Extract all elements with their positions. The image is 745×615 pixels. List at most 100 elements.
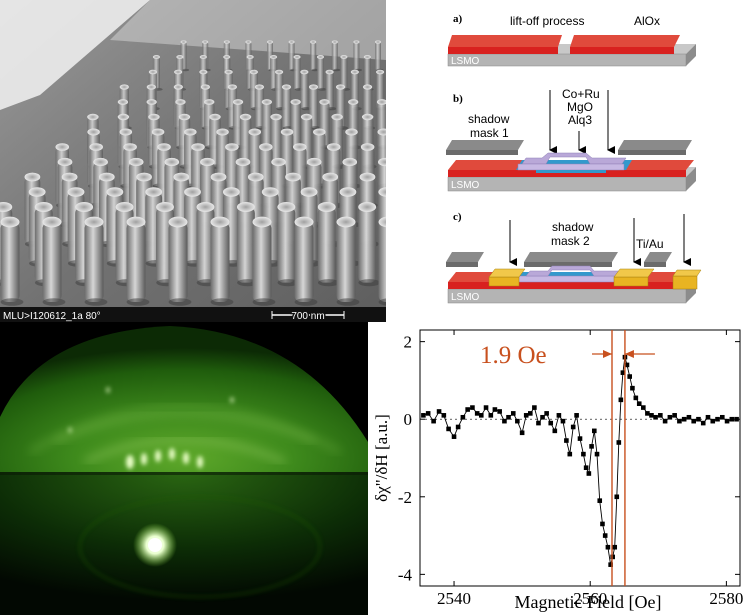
y-axis-label: δχ"/δH [a.u.]: [372, 414, 391, 502]
data-point: [612, 544, 618, 550]
pillar: [317, 207, 336, 283]
pillar: [236, 207, 255, 283]
pillar: [331, 42, 338, 70]
data-point: [574, 413, 579, 418]
data-point: [492, 407, 498, 412]
data-point: [519, 430, 525, 436]
pillar: [358, 207, 377, 283]
fmr-chart-panel: 2540 2560 2580 -4 -2 0 2 Magnetic Field [Oe] δ…: [368, 322, 745, 615]
data-point: [497, 409, 502, 414]
data-point: [523, 413, 529, 418]
data-point: [532, 405, 537, 410]
data-point: [591, 428, 597, 434]
pillar: [248, 132, 262, 186]
data-point: [536, 420, 541, 426]
step-c-label-mask2: mask 2: [551, 234, 590, 248]
pillar: [281, 87, 292, 128]
data-point: [441, 413, 447, 418]
pillar: [261, 102, 273, 148]
data-point: [483, 405, 489, 410]
data-point: [581, 451, 586, 457]
x-tick-label: 2560: [573, 589, 607, 608]
step-c-label-shadow: shadow: [552, 220, 594, 234]
arrow-left: [624, 350, 634, 358]
data-point: [594, 451, 600, 457]
pillar: [0, 222, 20, 302]
pillar: [252, 222, 272, 302]
data-point: [710, 418, 716, 424]
step-b-label-alq3: Alq3: [568, 113, 592, 127]
scale-bar-label: 700 nm: [291, 311, 324, 322]
pillar: [353, 42, 360, 70]
sem-image: MLU>I120612_1a 80° 700 nm: [0, 0, 386, 322]
y-tick-label: -2: [398, 488, 412, 507]
data-point: [616, 440, 622, 445]
arrow-right: [603, 350, 612, 358]
x-axis-label: Magnetic Field [Oe]: [515, 592, 662, 612]
data-point: [608, 562, 613, 567]
pillar: [336, 222, 356, 302]
step-a-label-alox: AlOx: [634, 14, 660, 28]
data-point: [436, 409, 442, 414]
data-point: [691, 418, 697, 424]
data-point: [636, 401, 642, 406]
pillar: [84, 222, 104, 302]
data-point: [577, 436, 583, 441]
rheed-pattern-panel: [0, 322, 368, 615]
data-point: [556, 413, 562, 418]
data-point: [605, 544, 611, 550]
pillar: [288, 42, 295, 70]
data-point: [667, 414, 673, 420]
rheed-pattern: [0, 322, 368, 615]
data-point: [641, 405, 646, 410]
data-point: [620, 370, 626, 375]
pillar: [210, 222, 230, 302]
step-b-label-mgo: MgO: [567, 100, 593, 114]
data-point: [602, 533, 608, 538]
data-point: [630, 385, 635, 391]
data-point: [570, 424, 576, 430]
data-point: [455, 424, 461, 430]
data-point: [460, 414, 466, 420]
pillar: [275, 72, 284, 109]
data-point: [627, 374, 633, 379]
step-c-letter: c): [453, 211, 462, 223]
data-point: [600, 521, 605, 527]
data-point: [658, 413, 663, 418]
data-point: [686, 414, 692, 420]
step-a-letter: a): [453, 13, 463, 25]
data-point: [421, 413, 426, 418]
data-point: [589, 444, 594, 449]
data-point: [672, 413, 677, 418]
data-point: [696, 416, 701, 422]
step-b-label-coru: Co+Ru: [562, 87, 600, 101]
data-point: [506, 414, 511, 420]
data-point: [548, 420, 554, 426]
pillar: [42, 222, 62, 302]
data-point: [527, 411, 533, 416]
step-a-label-liftoff: lift-off process: [510, 14, 584, 28]
data-point: [502, 418, 507, 424]
pillar: [293, 57, 301, 90]
data-point: [597, 498, 603, 503]
sem-caption: MLU>I120612_1a 80°: [3, 311, 101, 322]
pillar: [378, 222, 386, 302]
pillar: [316, 57, 325, 90]
data-point: [614, 494, 620, 500]
pillar: [196, 207, 215, 283]
data-point: [583, 465, 589, 470]
data-point: [719, 414, 725, 420]
data-point: [470, 405, 475, 410]
fmr-chart: 2540 2560 2580 -4 -2 0 2 Magnetic Field [Oe] δ…: [372, 329, 743, 612]
step-b-substrate: LSMO: [451, 180, 480, 191]
sem-image-panel: MLU>I120612_1a 80° 700 nm: [0, 0, 386, 322]
step-c-substrate: LSMO: [451, 292, 480, 303]
data-point: [515, 418, 520, 424]
data-point: [465, 407, 470, 412]
y-tick-label: 0: [404, 410, 413, 429]
data-point: [705, 414, 711, 420]
data-point: [677, 418, 682, 424]
data-point: [700, 420, 706, 426]
step-c-label-tiau: Ti/Au: [636, 237, 664, 251]
